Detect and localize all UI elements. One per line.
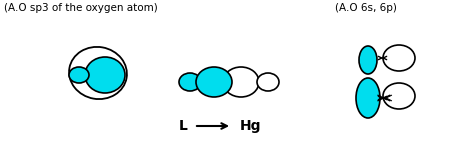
Ellipse shape	[359, 46, 377, 74]
Ellipse shape	[223, 67, 259, 97]
Ellipse shape	[383, 45, 415, 71]
Text: Hg: Hg	[240, 119, 262, 133]
Ellipse shape	[85, 57, 125, 93]
Ellipse shape	[179, 73, 201, 91]
Ellipse shape	[196, 67, 232, 97]
Ellipse shape	[257, 73, 279, 91]
Ellipse shape	[356, 78, 380, 118]
Text: (A.O 6s, 6p): (A.O 6s, 6p)	[335, 3, 397, 13]
Ellipse shape	[383, 83, 415, 109]
Text: L: L	[179, 119, 188, 133]
Text: (A.O sp3 of the oxygen atom): (A.O sp3 of the oxygen atom)	[4, 3, 158, 13]
Ellipse shape	[69, 67, 89, 83]
